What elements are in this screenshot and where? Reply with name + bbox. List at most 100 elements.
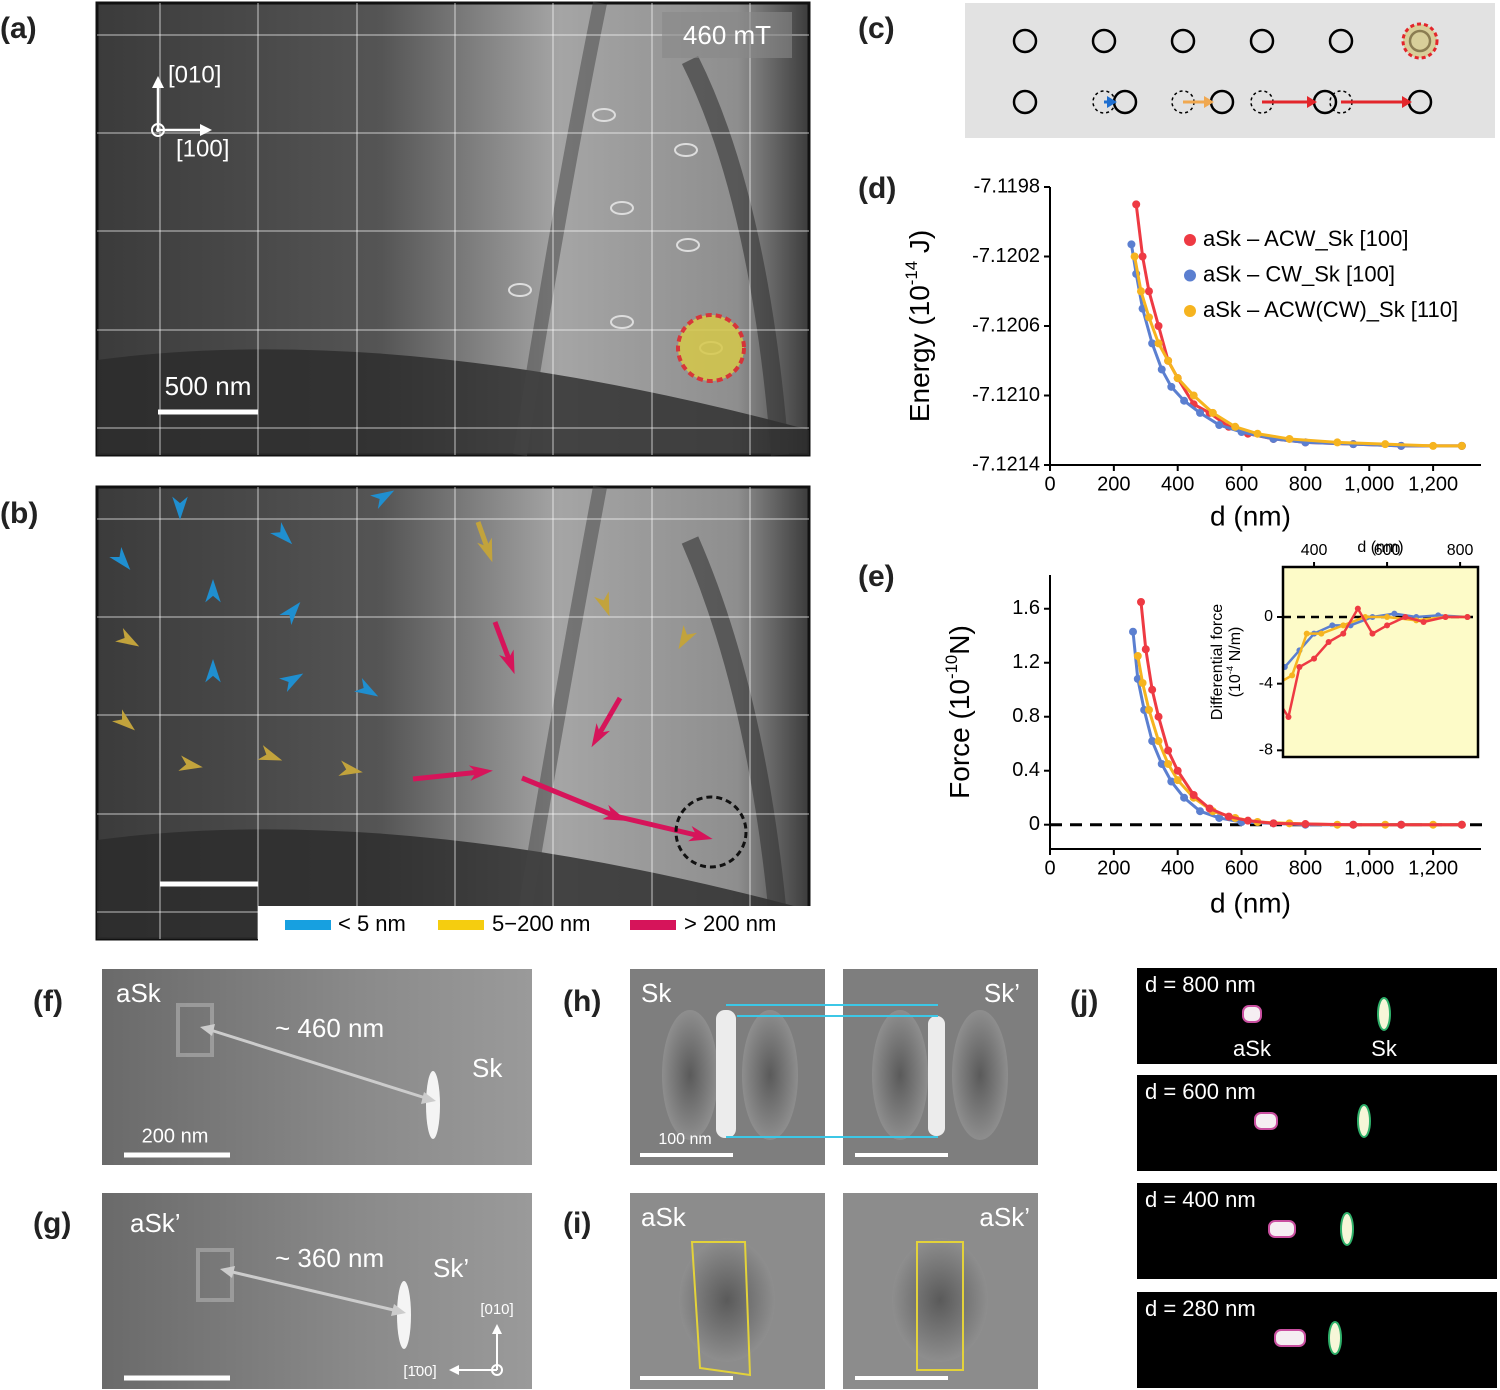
arrows xyxy=(109,490,713,842)
text-label: aSk’ xyxy=(130,1208,181,1238)
arrowhead xyxy=(492,1324,502,1334)
data-point xyxy=(1289,672,1296,679)
data-point xyxy=(1173,766,1182,775)
arrowhead xyxy=(1402,96,1412,108)
x-tick-label: 600 xyxy=(1374,542,1401,559)
data-point xyxy=(1384,622,1391,629)
arrowhead xyxy=(152,76,164,88)
outline xyxy=(690,1241,752,1377)
x-tick-label: 400 xyxy=(1161,857,1194,879)
data-point xyxy=(1196,408,1205,417)
scale-bar-label: 200 nm xyxy=(142,1125,209,1147)
panel-c xyxy=(965,3,1495,138)
plot-background xyxy=(1283,567,1478,757)
x-axis-label: d (nm) xyxy=(1357,539,1403,556)
axis-origin xyxy=(151,123,165,137)
axis-label: [010] xyxy=(168,61,221,88)
data-point xyxy=(1138,252,1147,261)
data-point xyxy=(1144,705,1153,714)
arrowhead xyxy=(109,547,131,570)
antiskyrmion xyxy=(1268,1220,1296,1238)
schematic-bg xyxy=(965,3,1495,138)
axis-label: [1̄00] xyxy=(403,1363,436,1380)
data-point xyxy=(1391,610,1398,617)
antiskyrmion xyxy=(1401,22,1439,60)
data-point xyxy=(1154,712,1163,721)
x-tick-label: 800 xyxy=(1447,542,1474,559)
data-point xyxy=(1136,287,1145,296)
arrowhead xyxy=(1107,96,1117,108)
data-point xyxy=(1164,759,1173,768)
text-label: aSk xyxy=(641,1202,687,1232)
dark-region xyxy=(892,1238,988,1362)
skyrmion xyxy=(426,1071,440,1139)
panel-b: < 5 nm 5−200 nm > 200 nm xyxy=(95,485,811,941)
data-point xyxy=(1144,287,1153,296)
panel-labels: (a) (b) (c) (d) (e) (f) (g) (h) (i) (j) xyxy=(0,12,1098,1240)
data-point xyxy=(1157,759,1166,768)
text-label: Sk xyxy=(472,1053,503,1083)
data-point xyxy=(1253,429,1262,438)
axis-origin xyxy=(491,1364,503,1376)
data-point xyxy=(1354,605,1361,612)
data-point xyxy=(1325,639,1332,645)
skyrmion xyxy=(610,315,634,329)
data-point xyxy=(1457,820,1466,829)
arrowhead xyxy=(200,1024,215,1036)
data-point xyxy=(1173,374,1182,383)
simulation-frame xyxy=(1137,1075,1497,1171)
x-axis-label: d (nm) xyxy=(1210,500,1291,531)
legend-label: < 5 nm xyxy=(338,911,406,936)
data-point xyxy=(1215,813,1224,822)
skyrmion xyxy=(1357,1104,1371,1138)
y-tick-label: 0 xyxy=(1264,608,1273,625)
chart: 0 200 400 600 800 1,000 1,200 -7.1198 -7.1202 -7.… xyxy=(902,175,1481,531)
data-point xyxy=(1397,820,1406,829)
data-point xyxy=(1384,614,1391,620)
arrowhead xyxy=(279,673,304,692)
y-tick-label: 0 xyxy=(1029,813,1040,835)
frame-label: d = 400 nm xyxy=(1145,1187,1256,1212)
data-point xyxy=(1340,630,1347,637)
arrowhead xyxy=(1307,96,1317,108)
data-point xyxy=(1138,678,1147,687)
arrowhead xyxy=(338,760,363,776)
legend-marker xyxy=(1184,305,1196,317)
skyrmion xyxy=(397,1281,411,1349)
data-point xyxy=(1144,313,1153,322)
data-point xyxy=(1196,807,1205,816)
label-part: Differential force xyxy=(1209,604,1226,720)
arrowhead xyxy=(477,537,493,563)
frame-label: aSk xyxy=(1233,1036,1272,1061)
data-point xyxy=(1442,614,1449,620)
panel-label: (i) xyxy=(563,1207,591,1240)
data-point xyxy=(1285,434,1294,443)
distance-arrow xyxy=(223,1268,403,1314)
arrowhead xyxy=(178,755,203,771)
arrowhead xyxy=(678,625,697,650)
arrowhead xyxy=(354,678,379,697)
data-point xyxy=(1132,200,1141,209)
x-tick-label: 1,000 xyxy=(1344,473,1394,495)
skyrmion xyxy=(1012,28,1038,54)
data-point xyxy=(1167,777,1176,786)
data-point xyxy=(1164,746,1173,755)
skyrmion xyxy=(674,143,698,157)
data-point xyxy=(1189,791,1198,800)
axis-origin xyxy=(156,128,160,132)
label-part: N) xyxy=(944,625,975,655)
distance-arrow xyxy=(203,1026,433,1102)
panel-label: (h) xyxy=(563,985,601,1018)
superscript: -4 xyxy=(1225,665,1236,674)
superscript: -10 xyxy=(942,655,961,679)
frame-label: d = 800 nm xyxy=(1145,972,1256,997)
data-point xyxy=(1301,820,1310,829)
bend-contour xyxy=(681,55,789,456)
legend-label: aSk – ACW_Sk [100] xyxy=(1203,226,1408,251)
data-point xyxy=(1148,685,1157,694)
antiskyrmion xyxy=(1242,1005,1262,1023)
legend-swatch xyxy=(630,920,676,930)
data-point xyxy=(1164,356,1173,365)
